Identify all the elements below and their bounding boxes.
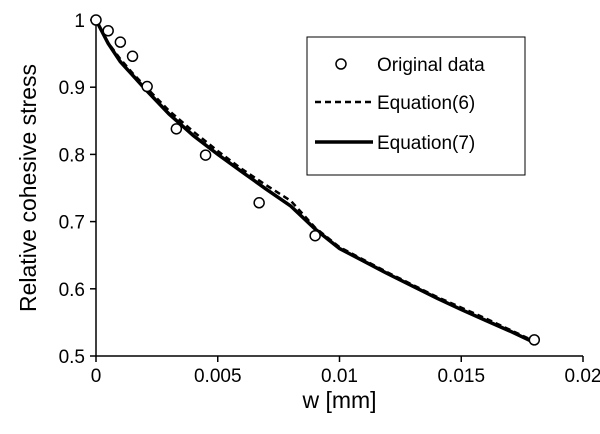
ticks: 0 0.005 0.01 0.015 0.02 0.5 0.6 0.7 0.8 0.9 1	[59, 11, 600, 387]
legend-label: Original data	[377, 55, 485, 76]
data-point	[114, 36, 127, 48]
data-point	[528, 334, 541, 346]
data-point	[309, 229, 321, 242]
data-point	[141, 80, 153, 93]
y-tick-label: 0.7	[59, 213, 85, 234]
y-tick-label: 0.5	[59, 347, 85, 368]
data-point	[102, 25, 114, 37]
data-point	[253, 197, 265, 209]
data-point	[90, 14, 102, 26]
series-layer	[90, 14, 541, 346]
x-tick-label: 0.005	[194, 366, 242, 387]
y-axis-title: Relative cohesive stress	[15, 64, 41, 312]
x-tick-label: 0.02	[565, 366, 600, 387]
legend-label: Equation(6)	[377, 93, 475, 114]
legend-marker-circle	[335, 58, 347, 70]
legend-label: Equation(7)	[377, 133, 475, 154]
series-line-equation-7	[94, 19, 536, 345]
data-point	[126, 50, 139, 63]
y-tick-label: 0.8	[59, 145, 85, 166]
y-tick-label: 1	[74, 11, 85, 32]
x-axis-title: w [mm]	[301, 387, 376, 413]
y-tick-label: 0.9	[59, 78, 85, 99]
data-point	[170, 123, 183, 135]
y-tick-label: 0.6	[59, 280, 85, 301]
x-tick-label: 0	[91, 366, 102, 387]
data-point	[199, 149, 212, 161]
x-tick-label: 0.01	[321, 366, 358, 387]
x-tick-label: 0.015	[437, 366, 485, 387]
legend: Original data Equation(6) Equation(7)	[306, 36, 526, 176]
